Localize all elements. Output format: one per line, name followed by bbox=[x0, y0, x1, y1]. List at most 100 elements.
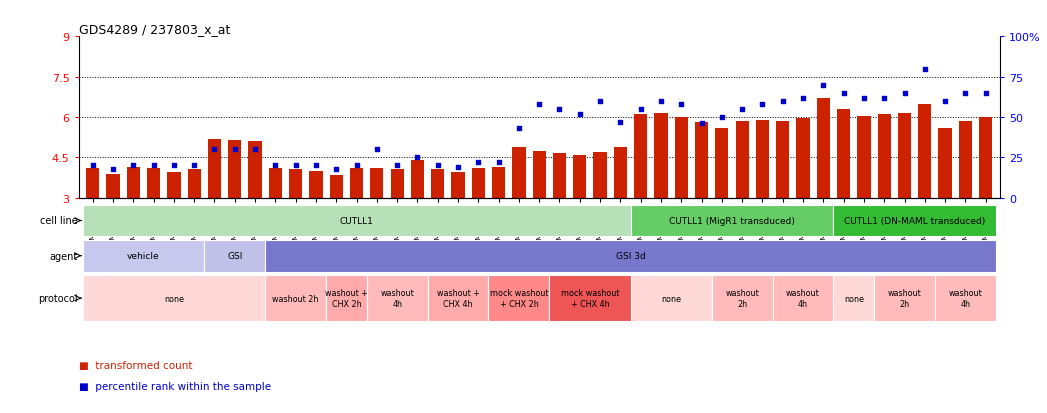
Point bbox=[146, 163, 162, 169]
Bar bbox=[83, 205, 630, 237]
Text: washout +
CHX 4h: washout + CHX 4h bbox=[437, 289, 480, 308]
Point bbox=[977, 90, 994, 97]
Bar bbox=[979, 118, 993, 198]
Bar bbox=[269, 169, 282, 198]
Point bbox=[267, 163, 284, 169]
Point bbox=[328, 166, 344, 173]
Point bbox=[876, 95, 893, 102]
Text: washout
2h: washout 2h bbox=[888, 289, 921, 308]
Bar bbox=[265, 275, 326, 321]
Text: CUTLL1 (DN-MAML transduced): CUTLL1 (DN-MAML transduced) bbox=[844, 216, 985, 225]
Bar bbox=[938, 128, 952, 198]
Point bbox=[409, 154, 426, 161]
Bar bbox=[712, 275, 773, 321]
Bar bbox=[533, 151, 545, 198]
Bar bbox=[489, 275, 550, 321]
Bar bbox=[797, 119, 809, 198]
Bar bbox=[451, 173, 465, 198]
Bar bbox=[935, 275, 996, 321]
Text: GDS4289 / 237803_x_at: GDS4289 / 237803_x_at bbox=[79, 23, 230, 36]
Point bbox=[836, 90, 852, 97]
Point bbox=[429, 163, 446, 169]
Text: GSI: GSI bbox=[227, 252, 243, 261]
Point bbox=[937, 98, 954, 105]
Text: washout
4h: washout 4h bbox=[949, 289, 982, 308]
Bar bbox=[228, 140, 242, 198]
Point bbox=[369, 147, 385, 153]
Bar bbox=[248, 142, 262, 198]
Bar bbox=[431, 170, 444, 198]
Bar bbox=[877, 115, 891, 198]
Point bbox=[206, 147, 223, 153]
Text: mock washout
+ CHX 2h: mock washout + CHX 2h bbox=[490, 289, 549, 308]
Point bbox=[815, 82, 831, 89]
Bar bbox=[83, 240, 204, 272]
Bar bbox=[265, 240, 996, 272]
Point bbox=[795, 95, 811, 102]
Bar bbox=[326, 275, 366, 321]
Bar bbox=[371, 169, 383, 198]
Text: CUTLL1: CUTLL1 bbox=[339, 216, 374, 225]
Bar bbox=[472, 169, 485, 198]
Point bbox=[125, 163, 141, 169]
Point bbox=[673, 102, 690, 108]
Bar bbox=[553, 154, 566, 198]
Bar bbox=[512, 147, 526, 198]
Point bbox=[551, 106, 567, 113]
Point bbox=[652, 98, 669, 105]
Point bbox=[896, 90, 913, 97]
Bar bbox=[208, 139, 221, 198]
Text: washout
4h: washout 4h bbox=[786, 289, 820, 308]
Bar bbox=[918, 104, 932, 198]
Text: ■  transformed count: ■ transformed count bbox=[79, 361, 192, 370]
Point bbox=[287, 163, 304, 169]
Text: washout +
CHX 2h: washout + CHX 2h bbox=[325, 289, 367, 308]
Bar bbox=[898, 114, 911, 198]
Point bbox=[572, 111, 588, 118]
Bar bbox=[674, 118, 688, 198]
Point bbox=[531, 102, 548, 108]
Bar bbox=[107, 174, 119, 198]
Bar bbox=[350, 169, 363, 198]
Bar bbox=[959, 122, 972, 198]
Bar bbox=[391, 170, 404, 198]
Text: none: none bbox=[661, 294, 682, 303]
Text: CUTLL1 (MigR1 transduced): CUTLL1 (MigR1 transduced) bbox=[669, 216, 795, 225]
Bar bbox=[817, 99, 830, 198]
Text: agent: agent bbox=[49, 251, 77, 261]
Bar bbox=[776, 122, 789, 198]
Point bbox=[511, 126, 528, 132]
Bar bbox=[492, 167, 506, 198]
Bar bbox=[289, 170, 303, 198]
Bar bbox=[695, 123, 708, 198]
Bar bbox=[654, 114, 668, 198]
Bar bbox=[168, 173, 180, 198]
Text: protocol: protocol bbox=[38, 293, 77, 304]
Text: mock washout
+ CHX 4h: mock washout + CHX 4h bbox=[561, 289, 619, 308]
Bar bbox=[857, 116, 870, 198]
Text: none: none bbox=[164, 294, 184, 303]
Bar bbox=[204, 240, 265, 272]
Bar bbox=[874, 275, 935, 321]
Text: none: none bbox=[844, 294, 864, 303]
Point bbox=[754, 102, 771, 108]
Bar bbox=[127, 167, 140, 198]
Bar bbox=[736, 122, 749, 198]
Point bbox=[470, 159, 487, 166]
Point bbox=[957, 90, 974, 97]
Bar bbox=[634, 115, 647, 198]
Text: washout
2h: washout 2h bbox=[726, 289, 759, 308]
Text: GSI 3d: GSI 3d bbox=[616, 252, 645, 261]
Point bbox=[349, 163, 365, 169]
Point bbox=[85, 163, 102, 169]
Point bbox=[775, 98, 792, 105]
Text: vehicle: vehicle bbox=[127, 252, 160, 261]
Point bbox=[713, 114, 730, 121]
Bar bbox=[715, 128, 729, 198]
Point bbox=[185, 163, 202, 169]
Bar bbox=[410, 161, 424, 198]
Bar bbox=[573, 155, 586, 198]
Point bbox=[592, 98, 608, 105]
Point bbox=[693, 121, 710, 128]
Bar bbox=[630, 275, 712, 321]
